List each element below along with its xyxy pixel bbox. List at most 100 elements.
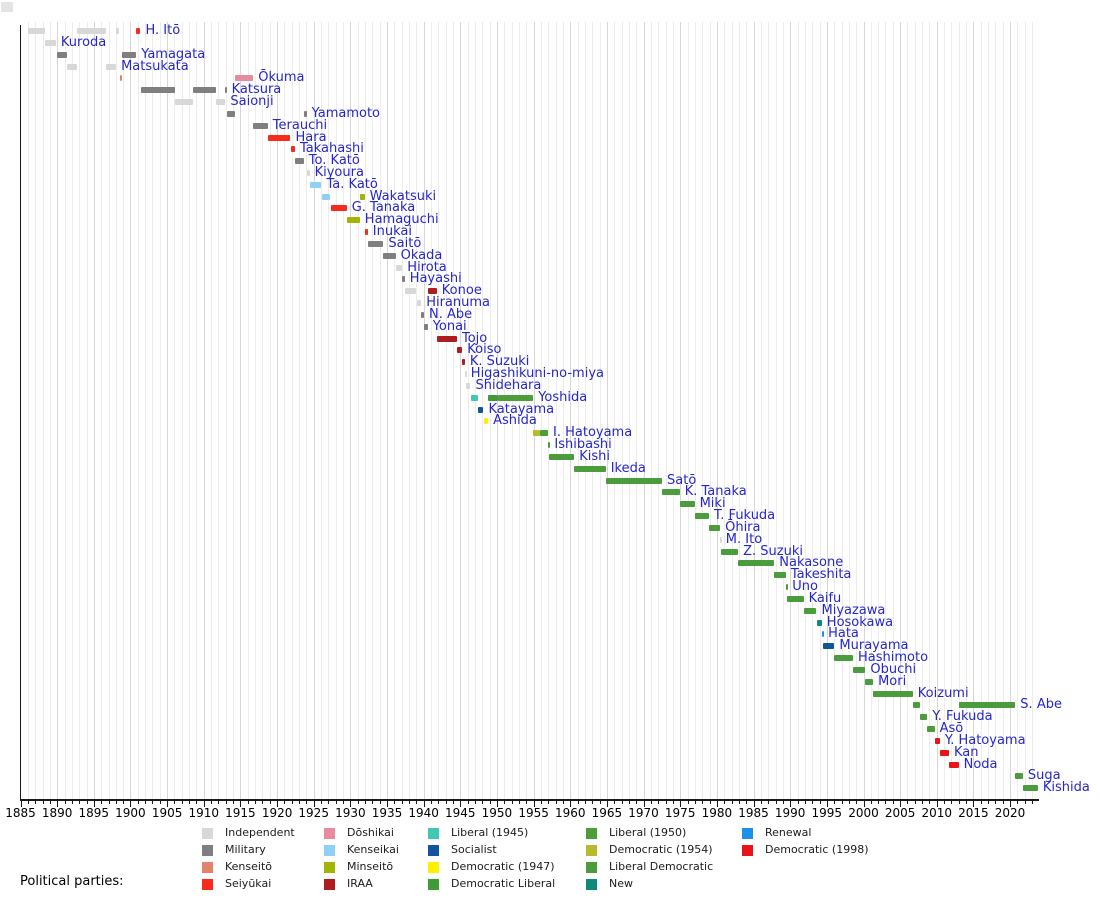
- pm-name-nakasone[interactable]: Nakasone: [779, 555, 844, 571]
- pm-name-konoe[interactable]: Konoe: [441, 283, 482, 299]
- pm-name-yamagata[interactable]: Yamagata: [141, 46, 206, 62]
- term-bar-yonai-0[interactable]: [424, 323, 428, 330]
- pm-name-s-abe[interactable]: S. Abe: [1020, 697, 1062, 713]
- pm-name-hosokawa[interactable]: Hosokawa: [826, 614, 894, 630]
- term-bar-suga-0[interactable]: [1015, 773, 1023, 780]
- term-bar-yamamoto-0[interactable]: [226, 110, 236, 117]
- term-bar-hirota-0[interactable]: [395, 264, 403, 271]
- pm-name-y-fukuda[interactable]: Y. Fukuda: [932, 709, 993, 725]
- pm-name-koiso[interactable]: Koiso: [467, 342, 502, 358]
- pm-name--hira[interactable]: Ōhira: [725, 519, 761, 535]
- term-bar-terauchi-0[interactable]: [253, 122, 268, 129]
- pm-name-uno[interactable]: Uno: [792, 579, 818, 594]
- term-bar-hiranuma-0[interactable]: [416, 300, 422, 307]
- term-bar-obuchi-0[interactable]: [853, 666, 866, 673]
- term-bar-wakatsuki-1[interactable]: [359, 193, 365, 200]
- pm-name-yamamoto[interactable]: Yamamoto: [311, 105, 381, 121]
- pm-name-ashida[interactable]: Ashida: [493, 413, 537, 429]
- term-bar--kuma-0[interactable]: [119, 75, 123, 82]
- pm-name-miki[interactable]: Miki: [699, 496, 726, 512]
- pm-name-as-[interactable]: Asō: [939, 721, 964, 736]
- pm-name-saionji[interactable]: Saionji: [230, 94, 274, 109]
- term-bar-s-abe-0[interactable]: [912, 702, 921, 709]
- pm-name-g-tanaka[interactable]: G. Tanaka: [351, 200, 416, 216]
- term-bar-murayama-0[interactable]: [823, 643, 835, 650]
- term-bar-ishibashi-0[interactable]: [548, 442, 550, 449]
- pm-name-takeshita[interactable]: Takeshita: [790, 567, 852, 583]
- term-bar-konoe-1[interactable]: [427, 288, 437, 295]
- pm-name-suga[interactable]: Suga: [1027, 768, 1061, 784]
- term-bar-as--0[interactable]: [927, 726, 935, 732]
- term-bar-i-hatoyama-1[interactable]: [540, 430, 548, 437]
- term-bar-takeshita-0[interactable]: [774, 572, 786, 579]
- pm-name-sait-[interactable]: Saitō: [388, 235, 422, 251]
- term-bar-kan-0[interactable]: [939, 749, 949, 756]
- pm-name-kishi[interactable]: Kishi: [579, 448, 610, 464]
- term-bar-miyazawa-0[interactable]: [803, 607, 817, 614]
- term-bar-yamagata-0[interactable]: [56, 51, 68, 58]
- term-bar-kiyoura-0[interactable]: [306, 170, 310, 176]
- pm-name-z-suzuki[interactable]: Z. Suzuki: [743, 543, 803, 559]
- term-bar-miki-0[interactable]: [679, 501, 695, 508]
- pm-name-mori[interactable]: Mori: [878, 673, 907, 689]
- pm-name-hashimoto[interactable]: Hashimoto: [858, 650, 929, 665]
- term-bar-hara-0[interactable]: [267, 134, 291, 141]
- pm-name-okada[interactable]: Okada: [400, 247, 443, 263]
- pm-name-yonai[interactable]: Yonai: [432, 318, 467, 334]
- pm-name-higashikuni-no-miya[interactable]: Higashikuni-no-miya: [470, 366, 604, 382]
- pm-name-katayama[interactable]: Katayama: [488, 401, 555, 417]
- term-bar-matsukata-0[interactable]: [67, 63, 77, 70]
- term-bar-ashida-0[interactable]: [483, 418, 488, 425]
- term-bar-hayashi-0[interactable]: [402, 276, 405, 283]
- pm-name-hiranuma[interactable]: Hiranuma: [426, 295, 490, 311]
- pm-name-takahashi[interactable]: Takahashi: [300, 141, 364, 157]
- pm-name-wakatsuki[interactable]: Wakatsuki: [369, 188, 437, 204]
- term-bar-h-it--0[interactable]: [27, 28, 45, 34]
- term-bar-noda-0[interactable]: [949, 761, 959, 768]
- term-bar-k-suzuki-0[interactable]: [462, 359, 465, 366]
- pm-name-kan[interactable]: Kan: [954, 744, 979, 760]
- pm-name-miyazawa[interactable]: Miyazawa: [821, 602, 886, 618]
- pm-name-murayama[interactable]: Murayama: [839, 638, 909, 654]
- term-bar-uno-0[interactable]: [785, 584, 788, 590]
- term-bar-inukai-0[interactable]: [364, 229, 368, 236]
- term-bar-hata-0[interactable]: [821, 631, 824, 638]
- term-bar-katsura-1[interactable]: [193, 87, 216, 94]
- pm-name-k-tanaka[interactable]: K. Tanaka: [684, 484, 747, 500]
- term-bar-kaifu-0[interactable]: [787, 595, 804, 602]
- term-bar-k-tanaka-0[interactable]: [662, 489, 680, 496]
- pm-name-n-abe[interactable]: N. Abe: [429, 306, 473, 322]
- pm-name-inukai[interactable]: Inukai: [372, 224, 412, 240]
- term-bar-hashimoto-0[interactable]: [834, 655, 853, 661]
- term-bar-tojo-0[interactable]: [436, 335, 457, 342]
- term-bar-konoe-0[interactable]: [404, 288, 417, 295]
- pm-name-ta-kat-[interactable]: Ta. Katō: [326, 176, 378, 192]
- term-bar-t-fukuda-0[interactable]: [694, 513, 709, 519]
- term-bar-yoshida-0[interactable]: [470, 394, 478, 401]
- term-bar-g-tanaka-0[interactable]: [330, 205, 347, 212]
- term-bar-s-abe-1[interactable]: [958, 702, 1016, 709]
- term-bar-saionji-1[interactable]: [215, 99, 226, 105]
- term-bar-okada-0[interactable]: [383, 252, 396, 259]
- pm-name-koizumi[interactable]: Koizumi: [917, 685, 969, 701]
- term-bar-koiso-0[interactable]: [457, 347, 463, 354]
- term-bar-takahashi-0[interactable]: [290, 146, 295, 153]
- term-bar-koizumi-0[interactable]: [873, 690, 913, 697]
- term-bar-hosokawa-0[interactable]: [816, 619, 822, 626]
- pm-name-ishibashi[interactable]: Ishibashi: [554, 437, 612, 453]
- term-bar-yoshida-1[interactable]: [488, 394, 499, 401]
- pm-name-tojo[interactable]: Tojo: [462, 330, 488, 346]
- term-bar-h-it--3[interactable]: [136, 28, 141, 34]
- pm-name-h-it-[interactable]: H. Itō: [145, 23, 181, 38]
- term-bar-sat--0[interactable]: [605, 477, 662, 484]
- term-bar-m-ito-0[interactable]: [720, 536, 723, 543]
- term-bar-katayama-0[interactable]: [477, 406, 484, 413]
- pm-name-yoshida[interactable]: Yoshida: [538, 389, 588, 405]
- pm-name-kaifu[interactable]: Kaifu: [808, 590, 842, 606]
- term-bar-katsura-2[interactable]: [225, 87, 228, 94]
- pm-name-hamaguchi[interactable]: Hamaguchi: [364, 212, 439, 228]
- term-bar-h-it--2[interactable]: [116, 28, 120, 34]
- term-bar-y-hatoyama-0[interactable]: [934, 737, 940, 744]
- pm-name--kuma[interactable]: Ōkuma: [258, 70, 305, 86]
- term-bar-sait--0[interactable]: [367, 240, 384, 247]
